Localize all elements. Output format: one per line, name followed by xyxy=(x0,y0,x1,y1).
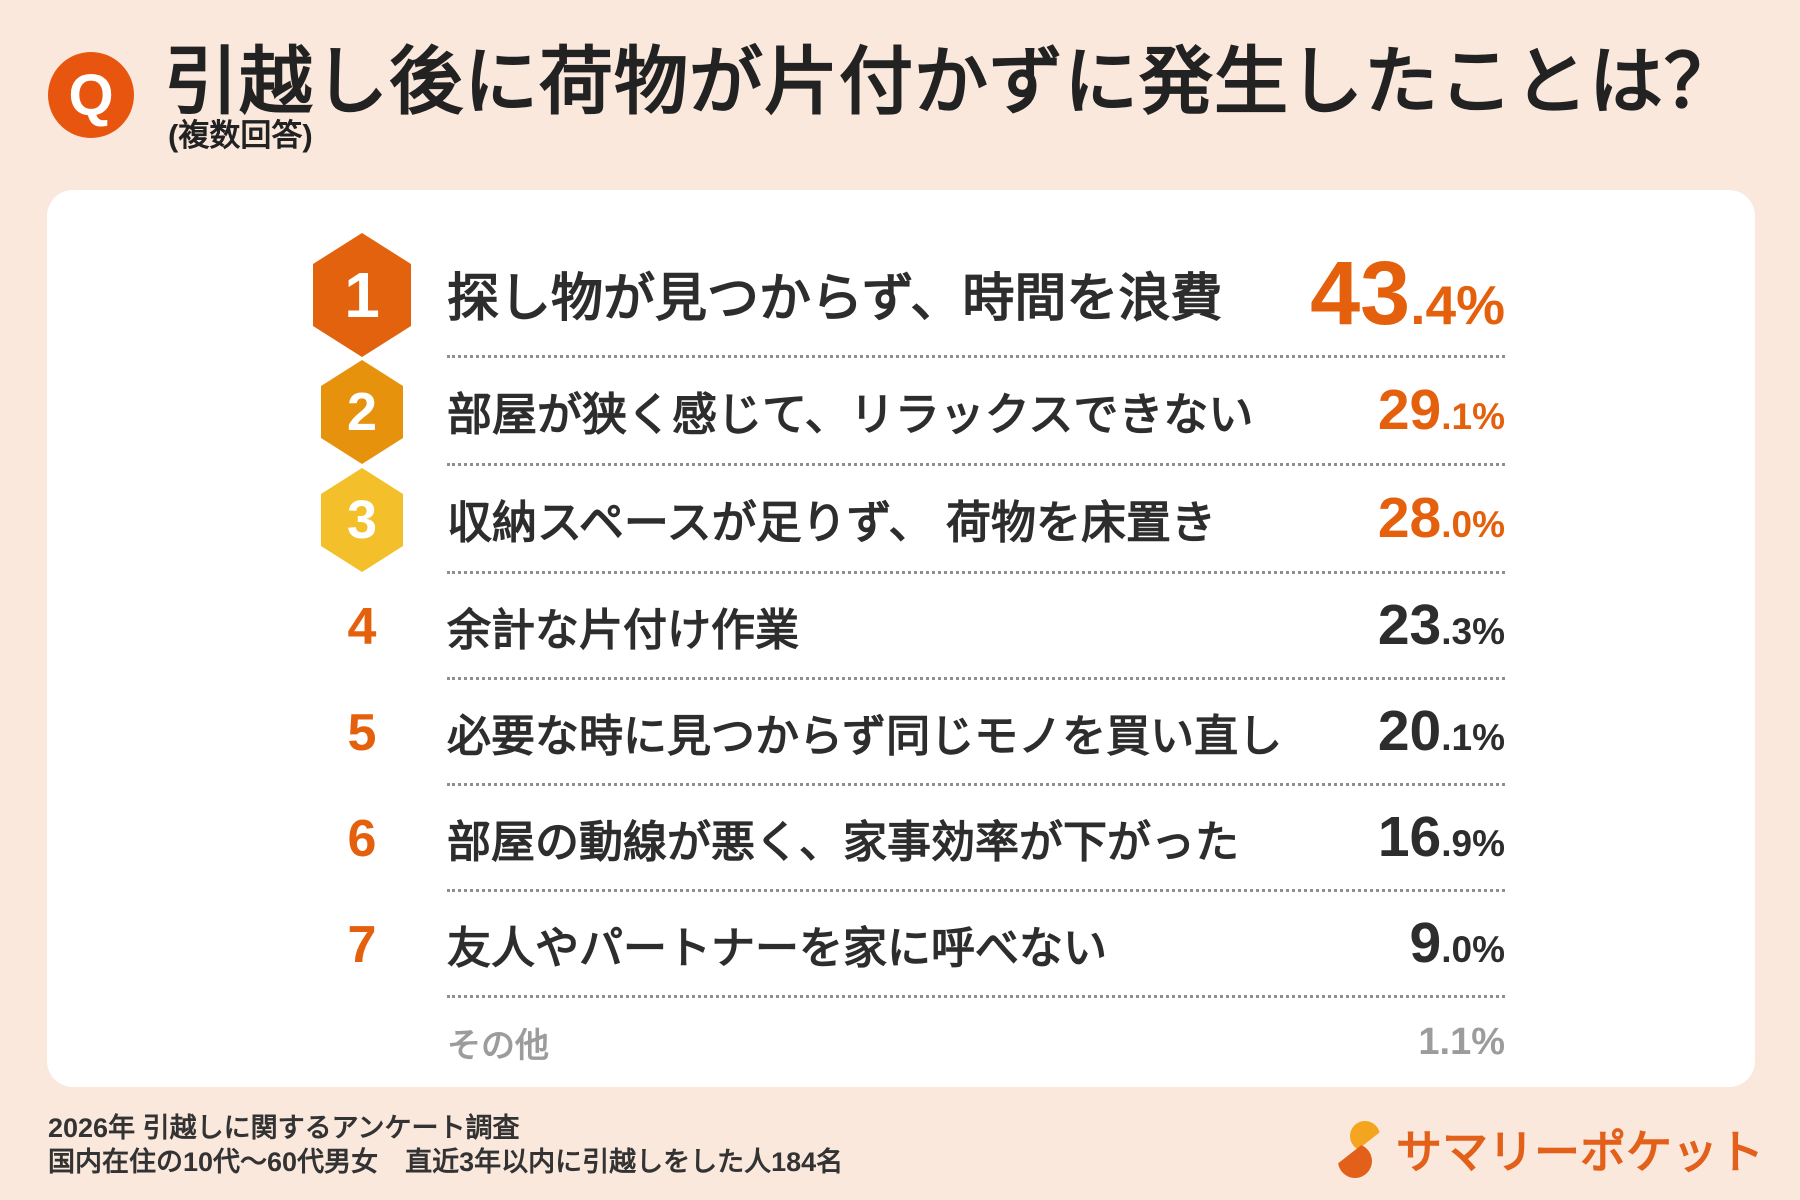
row-content: 部屋が狭く感じて、リラックスできない 29.1% xyxy=(447,358,1505,466)
row-content: 収納スペースが足りず、 荷物を床置き 28.0% xyxy=(447,466,1505,574)
ranking-row-2: 2 部屋が狭く感じて、リラックスできない 29.1% xyxy=(277,358,1505,466)
row-percent: 28.0% xyxy=(1378,490,1505,547)
row-content: その他 1.1% xyxy=(447,998,1505,1086)
percent-fraction: .4% xyxy=(1410,273,1505,336)
rank-1-hexagon-badge-icon: 1 xyxy=(313,233,411,357)
survey-source-line-1: 2026年 引越しに関するアンケート調査 xyxy=(48,1113,520,1143)
row-label: 必要な時に見つからず同じモノを買い直し xyxy=(447,711,1283,761)
row-content: 探し物が見つからず、時間を浪費 43.4% xyxy=(447,232,1505,358)
rank-cell: 5 xyxy=(277,707,447,759)
percent-fraction: .1% xyxy=(1441,396,1505,437)
rank-cell: 3 xyxy=(277,468,447,572)
row-percent: 16.9% xyxy=(1378,809,1505,866)
page-subtitle: (複数回答) xyxy=(168,118,313,153)
survey-source-note: 2026年 引越しに関するアンケート調査 国内在住の10代～60代男女 直近3年… xyxy=(48,1112,843,1180)
ranking-row-4: 4 余計な片付け作業 23.3% xyxy=(277,574,1505,680)
row-percent: 1.1% xyxy=(1418,1023,1505,1061)
summary-pocket-logo-icon xyxy=(1338,1121,1380,1178)
percent-fraction: .1% xyxy=(1441,717,1505,758)
percent-fraction: .3% xyxy=(1441,611,1505,652)
percent-integer: 43 xyxy=(1310,243,1411,344)
brand-name: サマリーポケット xyxy=(1396,1126,1764,1178)
percent-fraction: .0% xyxy=(1441,504,1505,545)
percent-integer: 20 xyxy=(1377,699,1442,763)
percent-integer: 23 xyxy=(1377,593,1442,657)
rank-cell: 2 xyxy=(277,360,447,464)
ranking-row-5: 5 必要な時に見つからず同じモノを買い直し 20.1% xyxy=(277,680,1505,786)
percent-fraction: .0% xyxy=(1441,929,1505,970)
row-content: 部屋の動線が悪く、家事効率が下がった 16.9% xyxy=(447,786,1505,892)
rank-number: 7 xyxy=(347,916,377,974)
row-content: 友人やパートナーを家に呼べない 9.0% xyxy=(447,892,1505,998)
row-label: その他 xyxy=(447,1026,549,1065)
rank-number: 4 xyxy=(347,598,377,656)
row-label: 部屋が狭く感じて、リラックスできない xyxy=(447,389,1254,440)
survey-source-line-2: 国内在住の10代～60代男女 直近3年以内に引越しをした人184名 xyxy=(48,1146,844,1177)
rank-number: 6 xyxy=(347,810,377,868)
percent-fraction: .9% xyxy=(1441,823,1505,864)
rank-cell: 6 xyxy=(277,813,447,865)
rank-number: 5 xyxy=(347,704,377,762)
row-label: 友人やパートナーを家に呼べない xyxy=(447,923,1107,973)
ranking-row-3: 3 収納スペースが足りず、 荷物を床置き 28.0% xyxy=(277,466,1505,574)
row-label: 収納スペースが足りず、 荷物を床置き xyxy=(447,497,1216,548)
row-percent: 29.1% xyxy=(1378,382,1505,439)
ranking-row-1: 1 探し物が見つからず、時間を浪費 43.4% xyxy=(277,232,1505,358)
percent-integer: 16 xyxy=(1377,805,1442,869)
question-icon: Q xyxy=(48,52,134,138)
percent-integer: 28 xyxy=(1377,486,1442,550)
ranking-row-7: 7 友人やパートナーを家に呼べない 9.0% xyxy=(277,892,1505,998)
brand-logo: サマリーポケット xyxy=(1336,1116,1764,1182)
row-content: 余計な片付け作業 23.3% xyxy=(447,574,1505,680)
percent-integer: 9 xyxy=(1409,911,1442,975)
page-title: 引越し後に荷物が片付かずに発生したことは？ xyxy=(164,40,1739,123)
rank-3-hexagon-badge-icon: 3 xyxy=(321,468,403,572)
percent-fraction: .1% xyxy=(1439,1021,1505,1063)
results-card: 1 探し物が見つからず、時間を浪費 43.4% 2 部屋が狭く感じて、リラックス… xyxy=(47,190,1755,1087)
row-percent: 9.0% xyxy=(1410,915,1505,972)
row-percent: 23.3% xyxy=(1378,597,1505,654)
row-percent: 43.4% xyxy=(1310,249,1505,339)
rank-2-hexagon-badge-icon: 2 xyxy=(321,360,403,464)
percent-integer: 29 xyxy=(1377,378,1442,442)
percent-integer: 1 xyxy=(1418,1021,1440,1063)
row-content: 必要な時に見つからず同じモノを買い直し 20.1% xyxy=(447,680,1505,786)
rank-cell: 1 xyxy=(277,233,447,357)
row-percent: 20.1% xyxy=(1378,703,1505,760)
ranking-row-other: その他 1.1% xyxy=(277,998,1505,1086)
rank-cell: 7 xyxy=(277,919,447,971)
rank-cell: 4 xyxy=(277,601,447,653)
row-label: 部屋の動線が悪く、家事効率が下がった xyxy=(447,817,1239,867)
row-label: 探し物が見つからず、時間を浪費 xyxy=(447,270,1223,328)
row-label: 余計な片付け作業 xyxy=(447,605,799,655)
ranking-row-6: 6 部屋の動線が悪く、家事効率が下がった 16.9% xyxy=(277,786,1505,892)
